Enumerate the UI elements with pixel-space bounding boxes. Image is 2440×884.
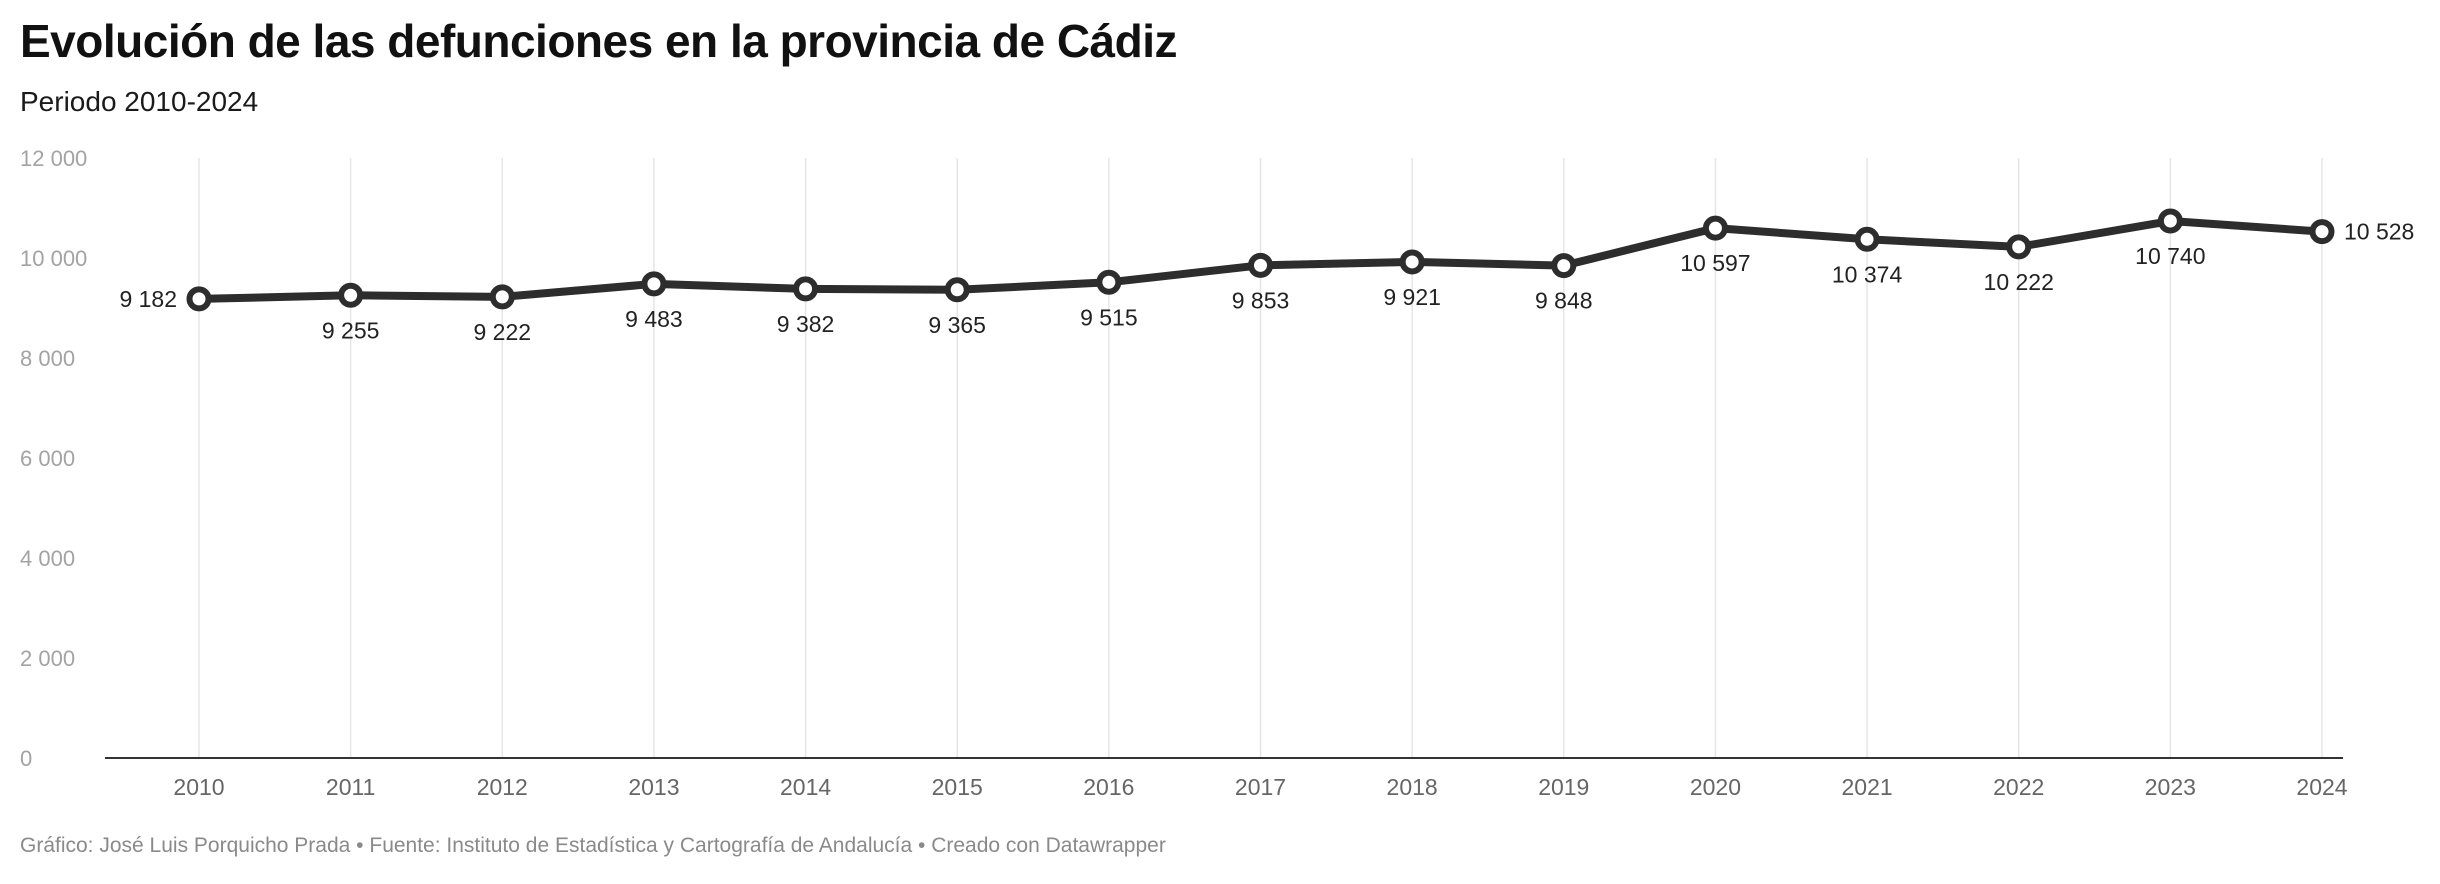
data-label-2017: 9 853 <box>1232 287 1290 313</box>
data-label-2019: 9 848 <box>1535 288 1593 314</box>
data-label-2012: 9 222 <box>474 319 532 345</box>
data-label-2010: 9 182 <box>119 286 177 312</box>
x-tick-label: 2016 <box>1083 774 1134 800</box>
x-tick-label: 2023 <box>2145 774 2196 800</box>
data-label-2022: 10 222 <box>1984 269 2054 295</box>
data-label-2020: 10 597 <box>1680 250 1750 276</box>
data-point-2013 <box>641 271 667 297</box>
data-point-2011 <box>338 282 364 308</box>
x-tick-label: 2022 <box>1993 774 2044 800</box>
chart-subtitle: Periodo 2010-2024 <box>20 86 259 117</box>
y-tick-label: 12 000 <box>20 146 87 171</box>
y-tick-label: 4 000 <box>20 546 75 571</box>
x-tick-label: 2010 <box>173 774 224 800</box>
data-label-2011: 9 255 <box>322 317 380 343</box>
data-label-2016: 9 515 <box>1080 304 1138 330</box>
data-label-2024: 10 528 <box>2344 219 2414 245</box>
data-point-2015 <box>944 277 970 303</box>
x-tick-label: 2024 <box>2296 774 2347 800</box>
x-tick-label: 2014 <box>780 774 831 800</box>
x-tick-label: 2019 <box>1538 774 1589 800</box>
x-tick-label: 2011 <box>326 774 375 800</box>
chart-title: Evolución de las defunciones en la provi… <box>20 15 1178 67</box>
x-tick-label: 2018 <box>1387 774 1438 800</box>
data-point-2010 <box>186 286 212 312</box>
x-tick-label: 2012 <box>477 774 528 800</box>
data-point-2019 <box>1551 253 1577 279</box>
data-label-2013: 9 483 <box>625 306 683 332</box>
data-point-2021 <box>1854 226 1880 252</box>
data-point-2014 <box>793 276 819 302</box>
y-tick-label: 6 000 <box>20 446 75 471</box>
y-tick-label: 2 000 <box>20 646 75 671</box>
y-tick-label: 0 <box>20 746 32 771</box>
data-label-2014: 9 382 <box>777 311 835 337</box>
data-label-2015: 9 365 <box>928 312 986 338</box>
x-tick-label: 2017 <box>1235 774 1286 800</box>
x-tick-label: 2015 <box>932 774 983 800</box>
chart-footer-credit: Gráfico: José Luis Porquicho Prada • Fue… <box>20 834 1166 857</box>
data-point-2020 <box>1702 215 1728 241</box>
x-tick-label: 2021 <box>1841 774 1892 800</box>
data-label-2021: 10 374 <box>1832 261 1903 287</box>
data-point-2024 <box>2309 219 2335 245</box>
data-label-2023: 10 740 <box>2135 243 2205 269</box>
data-point-2012 <box>489 284 515 310</box>
y-tick-label: 10 000 <box>20 246 87 271</box>
data-point-2022 <box>2006 234 2032 260</box>
data-label-2018: 9 921 <box>1383 284 1441 310</box>
data-point-2018 <box>1399 249 1425 275</box>
x-tick-label: 2013 <box>628 774 679 800</box>
data-point-2017 <box>1248 252 1273 278</box>
y-tick-label: 8 000 <box>20 346 75 371</box>
data-point-2016 <box>1096 269 1122 295</box>
data-point-2023 <box>2157 208 2183 234</box>
x-tick-label: 2020 <box>1690 774 1741 800</box>
